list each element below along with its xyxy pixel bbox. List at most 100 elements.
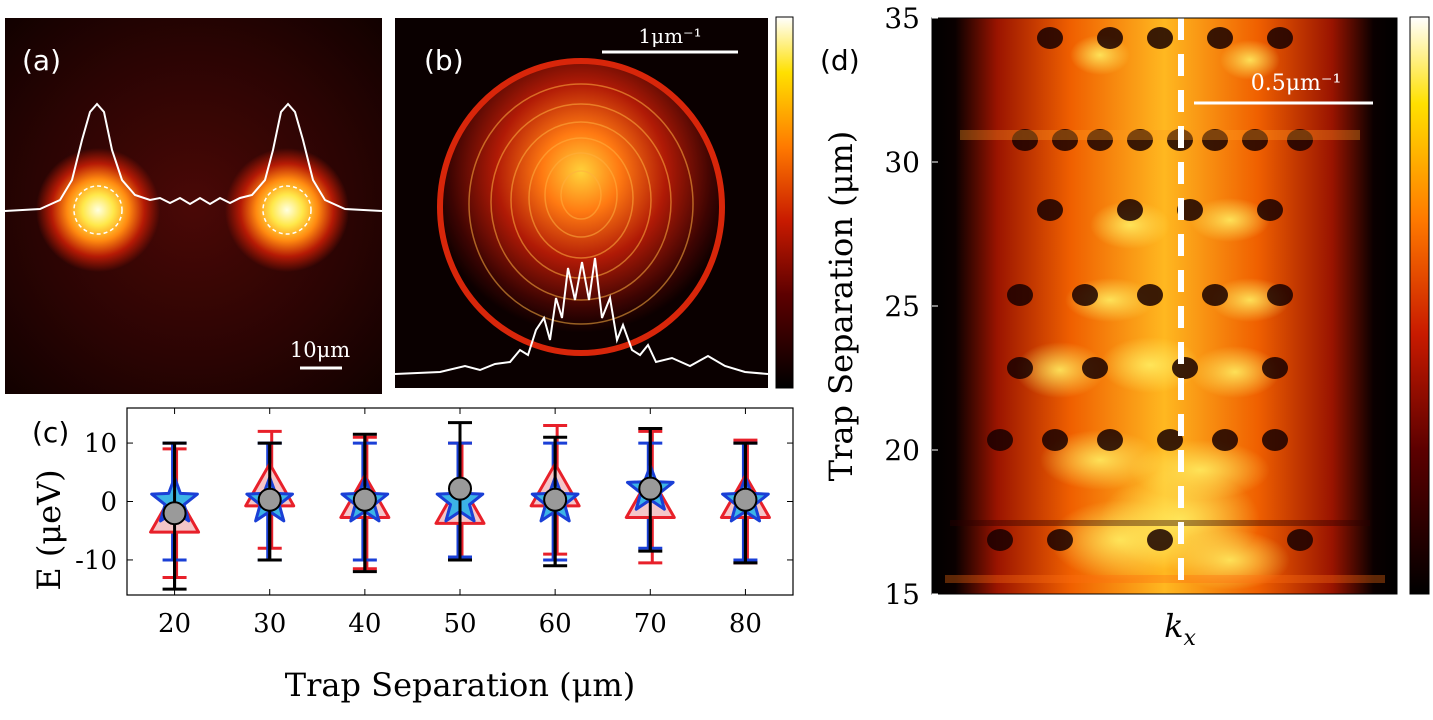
horizontal-streak	[945, 575, 1385, 583]
dark-spot	[1137, 284, 1163, 306]
dark-spot	[1157, 429, 1183, 451]
dark-spot	[1262, 429, 1288, 451]
dark-spot	[1007, 284, 1033, 306]
bright-spot	[1100, 337, 1200, 393]
x-axis-label-d-sub: x	[1183, 626, 1196, 651]
dark-spot	[1147, 529, 1173, 551]
x-tick-label-c: 50	[443, 609, 476, 639]
circle-marker	[257, 487, 282, 512]
y-tick-label-d: 30	[884, 146, 920, 179]
dark-spot	[1047, 529, 1073, 551]
heatmap-bright-spots	[1015, 35, 1290, 590]
circle-marker	[352, 487, 377, 512]
dark-spot	[1097, 429, 1123, 451]
scalebar-d-label: 0.5μm⁻¹	[1251, 71, 1342, 96]
scalebar-a-label: 10μm	[290, 338, 350, 362]
trap-spot-right	[225, 148, 349, 272]
x-axis-label-c: Trap Separation (μm)	[285, 666, 635, 704]
panel-b: (b) 1μm⁻¹	[394, 16, 794, 389]
bright-spot	[1090, 201, 1170, 249]
scalebar-b-label: 1μm⁻¹	[638, 24, 701, 48]
y-tick-label-d: 15	[884, 578, 920, 611]
dark-spot	[1202, 284, 1228, 306]
y-tick-label-d: 25	[884, 290, 920, 323]
dark-spot	[1212, 429, 1238, 451]
momentum-ring	[437, 58, 725, 356]
x-axis-c: 20 30 40 50 60 70 80	[158, 408, 762, 639]
y-axis-label-c: E (μeV)	[30, 469, 68, 590]
trap-ring-right	[262, 185, 312, 235]
dark-spot	[1117, 199, 1143, 221]
dark-spot	[1097, 27, 1123, 49]
x-axis-label-d: kx	[1164, 607, 1196, 651]
panel-c: (c) 10 0 -10 20 30 40 50 60 70 80 Trap Separatio…	[30, 407, 794, 704]
dark-spot	[1037, 27, 1063, 49]
dark-spot	[1267, 27, 1293, 49]
bright-spot	[1190, 346, 1280, 398]
y-axis-c: 10 0 -10	[75, 429, 793, 576]
y-tick-label-d: 20	[884, 434, 920, 467]
bright-spot	[1170, 530, 1290, 590]
y-axis-d: 35 30 25 20 15	[884, 2, 938, 611]
dark-spot	[1262, 357, 1288, 379]
bright-spot	[1015, 342, 1105, 398]
circle-marker	[448, 476, 472, 501]
dark-spot	[1042, 429, 1068, 451]
bright-spot	[1190, 198, 1270, 242]
dark-spot	[1052, 129, 1078, 151]
horizontal-streak	[950, 520, 1370, 526]
panel-c-label: (c)	[32, 416, 69, 449]
panel-d-label: (d)	[820, 44, 860, 77]
dark-spot	[1012, 129, 1038, 151]
profile-line-b	[394, 257, 769, 375]
y-tick-label-d: 35	[884, 2, 920, 35]
panel-a-label: (a)	[22, 44, 61, 77]
heatmap-dark-features	[945, 27, 1385, 583]
dark-spot	[987, 429, 1013, 451]
dark-spot	[1037, 199, 1063, 221]
trap-ring-left	[73, 185, 123, 235]
x-tick-label-c: 30	[253, 609, 286, 639]
fringe-rings	[468, 83, 694, 325]
markers-c	[149, 421, 771, 591]
circle-marker	[733, 487, 758, 512]
profile-line-a	[4, 102, 383, 212]
panel-a: (a) 10μm	[4, 18, 383, 394]
dark-spot	[987, 529, 1013, 551]
dark-spot	[1007, 357, 1033, 379]
y-tick-label-c: 0	[100, 488, 117, 518]
dark-spot	[1287, 129, 1313, 151]
x-tick-label-c: 60	[539, 609, 572, 639]
dark-spot	[1082, 357, 1108, 379]
dark-spot	[1087, 129, 1113, 151]
bright-spot	[1220, 40, 1280, 80]
momentum-disk	[440, 61, 722, 353]
bright-spot	[1130, 440, 1270, 500]
dark-spot	[1207, 27, 1233, 49]
dark-spot	[1147, 27, 1173, 49]
circle-marker	[638, 476, 663, 501]
panel-b-label: (b)	[424, 44, 464, 77]
x-tick-label-c: 20	[158, 609, 191, 639]
trap-spot-left	[36, 148, 160, 272]
y-tick-label-c: -10	[75, 546, 117, 576]
dark-spot	[1172, 357, 1198, 379]
dark-spot	[1267, 284, 1293, 306]
dark-spot	[1202, 129, 1228, 151]
bright-spot	[1040, 430, 1160, 490]
x-tick-label-c: 40	[348, 609, 381, 639]
colorbar-d	[1409, 16, 1430, 595]
colorbar-b	[775, 16, 794, 389]
y-tick-label-c: 10	[84, 429, 117, 459]
circle-marker	[162, 501, 187, 526]
circle-marker	[543, 487, 568, 512]
dark-spot	[1072, 284, 1098, 306]
x-tick-label-c: 80	[729, 609, 762, 639]
dark-spot	[1242, 129, 1268, 151]
x-tick-label-c: 70	[634, 609, 667, 639]
dark-spot	[1287, 529, 1313, 551]
dark-spot	[1127, 129, 1153, 151]
panel-d: 0.5μm⁻¹ (d) 35 30 25 20 15 Trap Separation (…	[820, 2, 1430, 651]
horizontal-streak	[960, 130, 1360, 140]
